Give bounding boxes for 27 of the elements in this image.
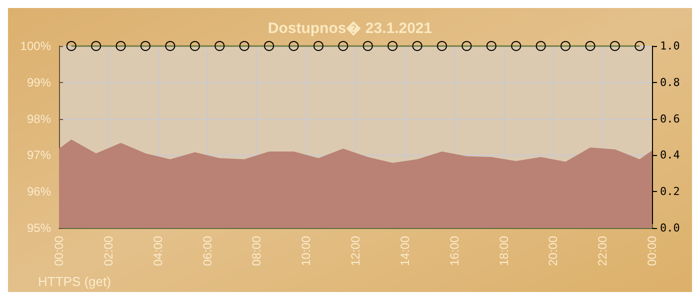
x-tick-label: 02:00 [101,236,116,266]
x-tick-label: 08:00 [250,236,264,266]
y-tick-label: 98% [26,112,52,126]
y-tick-label: 95% [26,221,52,235]
x-tick-label: 14:00 [398,236,412,266]
y2-tick-label: 0.4 [660,148,680,162]
x-tick-label: 00:00 [52,236,66,266]
x-tick-label: 04:00 [150,236,165,266]
x-tick-label: 12:00 [348,236,362,266]
x-tick-label: 00:00 [645,236,659,266]
y-tick-label: 100% [20,39,52,53]
y-tick-label: 97% [26,148,52,162]
chart-title: Dostupnos� 23.1.2021 [268,20,432,37]
y2-tick-label: 0.6 [660,112,680,126]
x-tick-label: 20:00 [546,236,560,266]
y2-tick-label: 0.2 [660,185,680,198]
y2-tick-label: 0.8 [660,76,680,89]
y2-tick-label: 1.0 [660,40,680,52]
x-tick-label: 18:00 [496,236,511,266]
y-tick-label: 99% [26,75,52,90]
x-tick-label: 06:00 [200,236,214,266]
y-tick-label: 96% [26,184,52,199]
x-tick-label: 16:00 [447,236,462,266]
text: HTTPS (get) [38,274,111,289]
x-tick-label: 22:00 [596,236,610,266]
x-tick-label: 10:00 [299,236,314,266]
y2-tick-label: 0.0 [660,222,680,234]
